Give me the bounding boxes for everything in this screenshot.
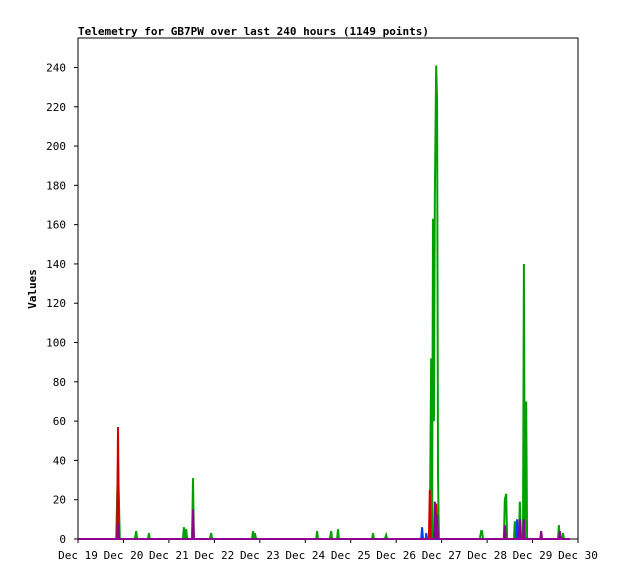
y-axis-label: Values (26, 269, 39, 309)
series-line (78, 519, 570, 540)
x-tick-label: Dec 27 (422, 549, 462, 562)
y-tick-label: 160 (46, 219, 66, 232)
x-tick-label: Dec 20 (104, 549, 144, 562)
y-tick-label: 100 (46, 337, 66, 350)
y-tick-label: 60 (53, 415, 66, 428)
y-tick-label: 140 (46, 258, 66, 271)
y-tick-label: 200 (46, 140, 66, 153)
x-tick-label: Dec 28 (467, 549, 507, 562)
chart-title: Telemetry for GB7PW over last 240 hours … (78, 25, 429, 38)
y-tick-label: 80 (53, 376, 66, 389)
y-tick-label: 220 (46, 101, 66, 114)
x-tick-label: Dec 23 (240, 549, 280, 562)
x-tick-label: Dec 26 (376, 549, 416, 562)
x-tick-label: Dec 21 (149, 549, 189, 562)
y-tick-label: 180 (46, 179, 66, 192)
y-tick-label: 240 (46, 61, 66, 74)
y-tick-label: 40 (53, 454, 66, 467)
x-tick-label: Dec 25 (331, 549, 371, 562)
x-tick-label: Dec 30 (558, 549, 598, 562)
x-tick-label: Dec 22 (194, 549, 234, 562)
x-tick-label: Dec 24 (285, 549, 325, 562)
y-tick-label: 0 (59, 533, 66, 546)
y-tick-label: 120 (46, 297, 66, 310)
series-line (78, 501, 570, 540)
x-tick-label: Dec 19 (58, 549, 98, 562)
y-tick-label: 20 (53, 494, 66, 507)
x-tick-label: Dec 29 (513, 549, 553, 562)
